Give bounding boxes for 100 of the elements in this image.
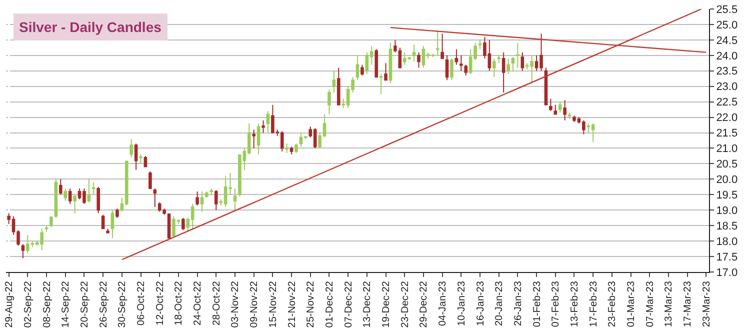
x-tick-label: 13-Mar-23 <box>664 280 675 328</box>
x-tick-label: 29-Dec-22 <box>418 280 430 328</box>
y-tick-label: 17.0 <box>716 266 738 279</box>
candlestick <box>139 154 142 164</box>
y-tick-label: 19.5 <box>716 190 738 202</box>
x-tick-label: 15-Nov-22 <box>268 280 279 328</box>
candlestick <box>21 244 25 259</box>
candlestick <box>511 56 515 72</box>
x-tick-label: 01-Mar-23 <box>626 280 638 328</box>
candlestick <box>337 67 340 106</box>
x-tick-label: 29-Aug-22 <box>4 280 16 328</box>
candlestick <box>502 52 506 94</box>
y-tick-label: 19.0 <box>716 204 738 217</box>
y-tick-label: 24.5 <box>716 34 738 47</box>
y-tick-label: 25.0 <box>716 19 738 32</box>
y-tick-label: 25.5 <box>716 4 738 16</box>
y-tick-label: 18.0 <box>716 236 738 248</box>
y-tick-label: 18.5 <box>716 220 738 232</box>
x-tick-label: 09-Nov-22 <box>249 280 260 328</box>
x-tick-label: 24-Oct-22 <box>192 280 204 326</box>
x-tick-label: 30-Sep-22 <box>117 280 128 328</box>
candlestick <box>388 42 392 84</box>
candlestick <box>384 62 388 81</box>
candlestick <box>417 52 420 68</box>
candlestick <box>294 143 298 154</box>
x-tick-label: 03-Nov-22 <box>230 280 242 328</box>
candlestick <box>558 101 562 114</box>
y-tick-label: 20.0 <box>716 174 738 186</box>
x-tick-label: 07-Feb-23 <box>550 280 562 328</box>
candlestick <box>73 194 76 214</box>
candlestick <box>134 143 138 170</box>
candlestick <box>520 52 524 72</box>
candlestick <box>379 73 383 95</box>
candlestick <box>554 104 558 115</box>
x-tick-label: 18-Oct-22 <box>174 280 185 326</box>
x-tick-label: 20-Sep-22 <box>79 280 90 328</box>
candlestick <box>64 188 68 202</box>
x-tick-label: 07-Dec-22 <box>343 280 354 328</box>
x-tick-label: 17-Mar-23 <box>682 280 694 328</box>
candlestick <box>454 48 458 66</box>
x-tick-label: 23-Dec-22 <box>400 280 411 328</box>
y-tick-label: 21.0 <box>716 143 738 156</box>
candlestick <box>332 70 336 94</box>
y-tick-label: 17.5 <box>716 251 738 264</box>
candlestick <box>374 48 378 78</box>
y-tick-label: 23.0 <box>716 81 738 94</box>
x-tick-label: 10-Jan-23 <box>456 280 468 326</box>
candlestick <box>59 178 62 196</box>
candlestick <box>440 33 444 60</box>
x-tick-label: 14-Sep-22 <box>60 280 72 328</box>
x-tick-label: 26-Jan-23 <box>512 280 524 326</box>
x-tick-label: 08-Sep-22 <box>42 280 53 328</box>
candlestick <box>68 188 72 204</box>
candlestick <box>516 42 520 68</box>
candlestick <box>92 182 96 196</box>
y-tick-label: 20.5 <box>716 158 738 171</box>
candlestick <box>116 208 119 218</box>
candlestick <box>280 130 284 152</box>
x-tick-label: 04-Jan-23 <box>438 280 449 326</box>
candlestick <box>210 188 214 196</box>
candlestick <box>266 110 270 134</box>
candlestick <box>285 143 288 154</box>
x-tick-label: 23-Feb-23 <box>607 280 618 328</box>
candlestick <box>87 178 91 203</box>
candlestick <box>130 138 133 158</box>
text: Silver - Daily Candles <box>19 19 162 35</box>
x-tick-label: 13-Feb-23 <box>569 280 580 328</box>
x-tick-label: 06-Oct-22 <box>136 280 148 326</box>
x-tick-label: 25-Nov-22 <box>306 280 317 328</box>
candlestick <box>478 39 482 50</box>
candlestick <box>549 98 552 112</box>
candlestick <box>196 191 199 206</box>
candlestick <box>214 190 218 211</box>
x-tick-label: 23-Mar-23 <box>701 280 712 328</box>
x-tick-label: 17-Feb-23 <box>588 280 600 328</box>
candlestick <box>328 88 331 115</box>
candlestick <box>256 122 260 155</box>
y-tick-label: 21.5 <box>716 128 738 140</box>
candlestick <box>506 58 510 74</box>
candlestick <box>200 191 204 212</box>
candlestick <box>148 170 152 189</box>
candlestick <box>233 188 237 211</box>
x-tick-label: 07-Mar-23 <box>644 280 656 328</box>
candlestick <box>252 129 256 149</box>
candlestick <box>96 186 100 214</box>
y-tick-label: 23.5 <box>716 66 738 78</box>
x-tick-label: 19-Dec-22 <box>381 280 392 328</box>
candlestick <box>262 120 265 134</box>
y-tick-label: 24.0 <box>716 50 738 62</box>
candlestick <box>563 100 566 121</box>
x-tick-label: 20-Jan-23 <box>494 280 506 326</box>
x-tick-label: 26-Sep-22 <box>98 280 110 328</box>
candlestick <box>356 54 360 81</box>
candlestick <box>110 210 114 238</box>
x-tick-label: 28-Oct-22 <box>211 280 222 326</box>
candlestick <box>360 64 364 76</box>
candlestick <box>450 58 454 81</box>
candlestick <box>182 217 185 231</box>
candlestick <box>106 228 110 234</box>
x-tick-label: 21-Nov-22 <box>286 280 298 328</box>
